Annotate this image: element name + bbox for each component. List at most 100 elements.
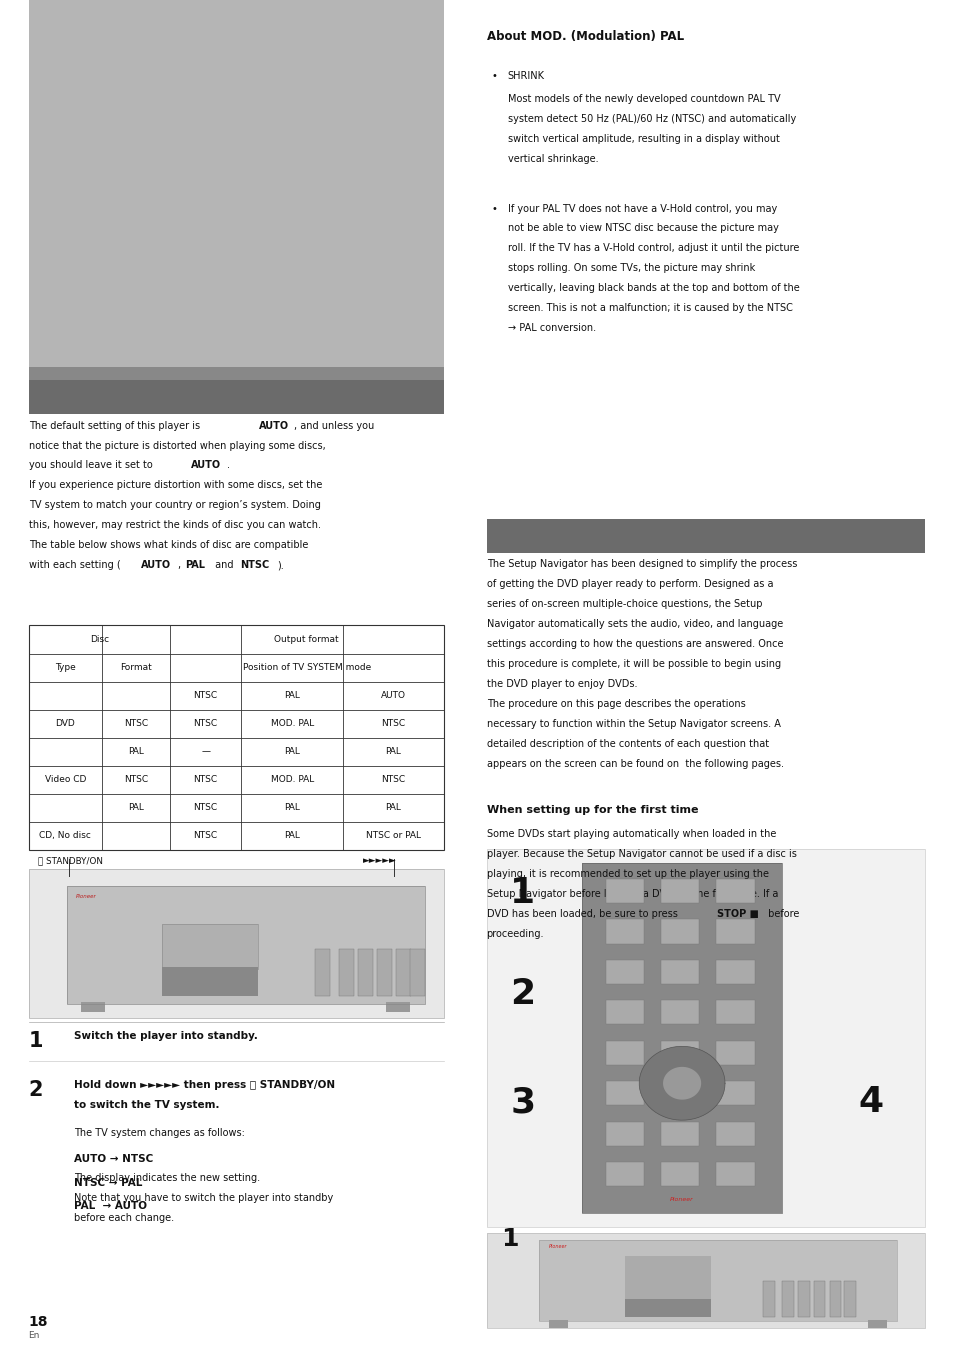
Text: Format: Format [120,663,152,673]
Text: PAL: PAL [128,747,144,756]
Text: The default setting of this player is: The default setting of this player is [29,421,203,430]
Bar [29,625,443,849]
Text: PAL: PAL [185,561,205,570]
Bar [81,1002,105,1012]
Text: 2: 2 [510,977,535,1011]
Bar [29,869,443,1018]
Text: About MOD. (Modulation) PAL: About MOD. (Modulation) PAL [486,30,683,43]
Text: Some DVDs start playing automatically when loaded in the: Some DVDs start playing automatically wh… [486,829,775,838]
Bar [660,960,699,984]
Bar [716,879,754,903]
Bar [605,1000,643,1024]
Text: PAL: PAL [284,692,300,700]
Bar [716,1081,754,1105]
Bar [486,1233,924,1328]
Text: switch vertical amplitude, resulting in a display without: switch vertical amplitude, resulting in … [507,135,779,144]
Text: NTSC: NTSC [193,832,217,840]
Bar [357,949,373,996]
Text: STOP ■: STOP ■ [717,909,759,919]
Text: ⏻ STANDBY/ON: ⏻ STANDBY/ON [38,856,103,865]
Text: Video CD: Video CD [45,775,86,785]
Bar [716,960,754,984]
Text: PAL: PAL [385,747,401,756]
Text: 2: 2 [29,1080,43,1100]
Text: Navigator automatically sets the audio, video, and language: Navigator automatically sets the audio, … [486,619,782,630]
Text: and: and [212,561,236,570]
Bar [29,380,443,414]
Bar [386,1002,410,1012]
Text: appears on the screen can be found on  the following pages.: appears on the screen can be found on th… [486,759,782,768]
Text: •: • [491,204,497,213]
Text: Hold down ►►►►► then press ⏻ STANDBY/ON: Hold down ►►►►► then press ⏻ STANDBY/ON [74,1080,335,1089]
Text: Position of TV SYSTEM mode: Position of TV SYSTEM mode [242,663,371,673]
Text: before each change.: before each change. [74,1213,174,1223]
Bar [660,919,699,944]
Bar [716,1000,754,1024]
Text: NTSC: NTSC [193,775,217,785]
Text: stops rolling. On some TVs, the picture may shrink: stops rolling. On some TVs, the picture … [507,263,754,274]
Text: 1: 1 [510,876,535,910]
Bar [395,949,411,996]
Text: The procedure on this page describes the operations: The procedure on this page describes the… [486,700,744,709]
Text: ►►►►►: ►►►►► [362,856,395,865]
Text: player. Because the Setup Navigator cannot be used if a disc is: player. Because the Setup Navigator cann… [486,849,796,859]
Text: The Setup Navigator has been designed to simplify the process: The Setup Navigator has been designed to… [486,559,796,569]
Text: Output format: Output format [274,635,338,644]
Text: The table below shows what kinds of disc are compatible: The table below shows what kinds of disc… [29,541,308,550]
Text: The display indicates the new setting.: The display indicates the new setting. [74,1173,260,1182]
Bar [538,1240,896,1321]
Bar [605,960,643,984]
Text: the DVD player to enjoy DVDs.: the DVD player to enjoy DVDs. [486,679,637,689]
Text: Setup Navigator before loading a DVD for the first time. If a: Setup Navigator before loading a DVD for… [486,888,777,899]
Bar [660,1162,699,1186]
Bar [410,949,425,996]
Bar [843,1281,855,1317]
Text: 18: 18 [29,1316,48,1329]
Text: .: . [227,461,230,470]
Text: NTSC: NTSC [381,718,405,728]
Text: NTSC: NTSC [193,803,217,813]
Text: DVD: DVD [55,718,75,728]
Text: Disc: Disc [90,635,109,644]
Text: 3: 3 [510,1085,535,1119]
Text: Most models of the newly developed countdown PAL TV: Most models of the newly developed count… [507,94,780,104]
Text: with each setting (: with each setting ( [29,561,120,570]
Text: PAL  → AUTO: PAL → AUTO [74,1201,148,1212]
Bar [605,1162,643,1186]
Text: AUTO: AUTO [141,561,171,570]
Bar [813,1281,824,1317]
Text: necessary to function within the Setup Navigator screens. A: necessary to function within the Setup N… [486,718,780,729]
Text: 4: 4 [858,1085,882,1119]
Text: series of on-screen multiple-choice questions, the Setup: series of on-screen multiple-choice ques… [486,600,761,609]
Bar [660,1122,699,1146]
Bar [29,869,443,1018]
Bar [581,863,781,1213]
Text: proceeding.: proceeding. [486,929,543,938]
Bar [781,1281,793,1317]
Bar [716,1041,754,1065]
Text: this, however, may restrict the kinds of disc you can watch.: this, however, may restrict the kinds of… [29,520,320,530]
Text: If you experience picture distortion with some discs, set the: If you experience picture distortion wit… [29,480,322,491]
Text: playing, it is recommended to set up the player using the: playing, it is recommended to set up the… [486,869,768,879]
Text: vertically, leaving black bands at the top and bottom of the: vertically, leaving black bands at the t… [507,283,799,294]
Bar [67,886,424,1004]
Text: DVD has been loaded, be sure to press: DVD has been loaded, be sure to press [486,909,679,919]
Text: •: • [491,71,497,81]
Text: NTSC: NTSC [124,718,148,728]
Bar [376,949,392,996]
Text: NTSC: NTSC [124,775,148,785]
Text: En: En [29,1330,40,1340]
Text: roll. If the TV has a V-Hold control, adjust it until the picture: roll. If the TV has a V-Hold control, ad… [507,244,798,253]
Text: of getting the DVD player ready to perform. Designed as a: of getting the DVD player ready to perfo… [486,580,772,589]
Text: PAL: PAL [284,803,300,813]
Bar [798,1281,809,1317]
Text: 1: 1 [500,1227,517,1251]
Text: NTSC: NTSC [240,561,269,570]
Text: The TV system changes as follows:: The TV system changes as follows: [74,1128,245,1138]
Bar [486,849,924,1227]
Text: PAL: PAL [385,803,401,813]
Text: NTSC: NTSC [193,692,217,700]
Bar [829,1281,841,1317]
Text: → PAL conversion.: → PAL conversion. [507,324,595,333]
Bar [581,863,781,1213]
